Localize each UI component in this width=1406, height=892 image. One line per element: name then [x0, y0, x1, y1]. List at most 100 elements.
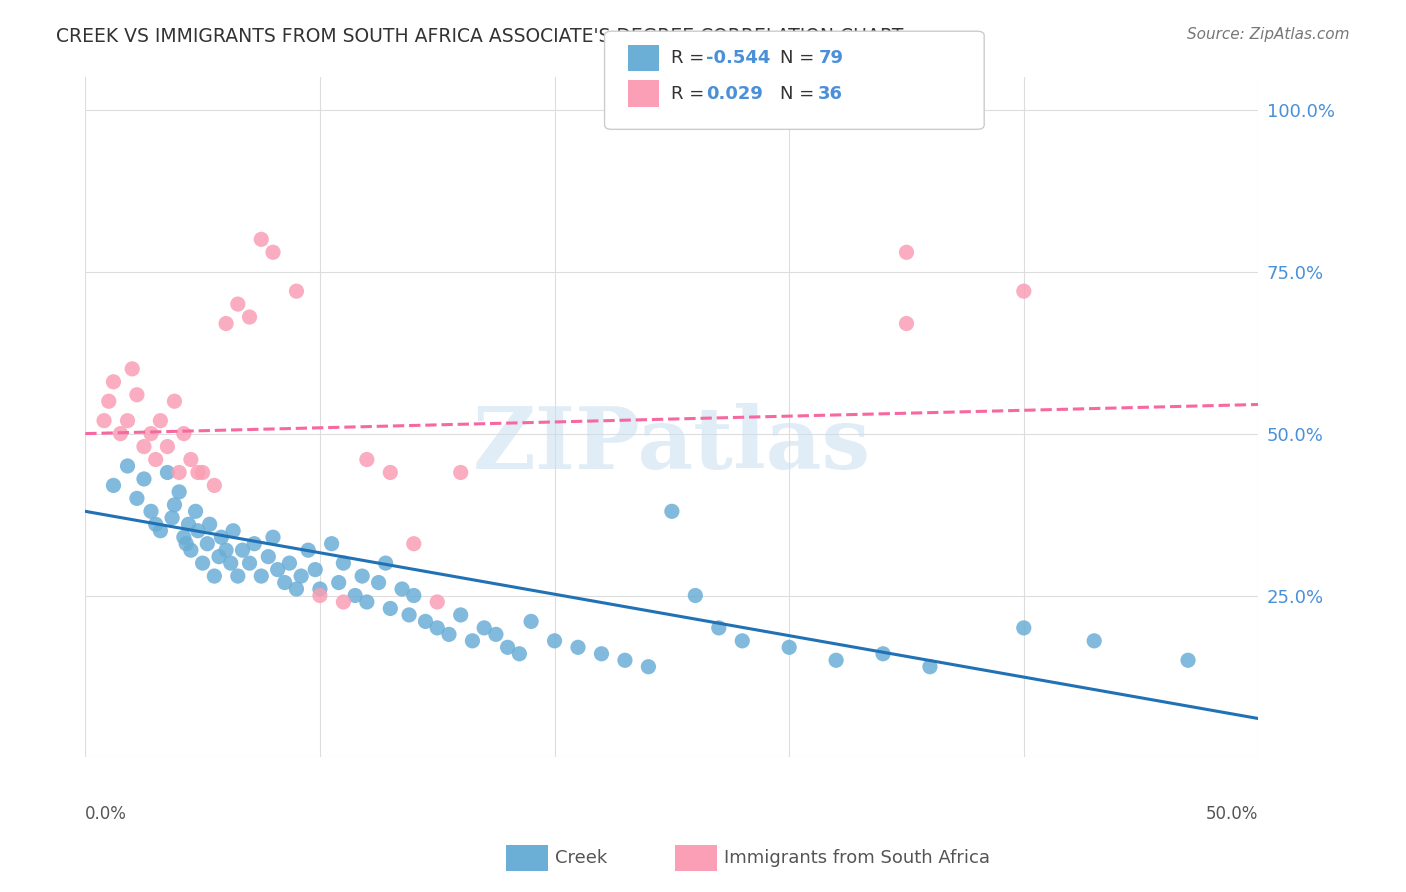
Point: [149, 414, 172, 428]
Point: [167, 484, 190, 499]
Point: [262, 530, 284, 544]
Point: [391, 582, 413, 596]
Point: [226, 297, 249, 311]
Point: [191, 466, 214, 480]
Point: [174, 537, 197, 551]
Text: 36: 36: [818, 85, 844, 103]
Point: [707, 621, 730, 635]
Point: [222, 524, 245, 538]
Point: [156, 440, 179, 454]
Point: [103, 478, 125, 492]
Point: [380, 601, 402, 615]
Point: [163, 394, 186, 409]
Point: [374, 556, 396, 570]
Point: [356, 452, 378, 467]
Point: [415, 615, 437, 629]
Point: [132, 440, 155, 454]
Point: [426, 595, 449, 609]
Point: [304, 563, 326, 577]
Point: [145, 452, 167, 467]
Point: [896, 245, 918, 260]
Point: [472, 621, 495, 635]
Text: Source: ZipAtlas.com: Source: ZipAtlas.com: [1187, 27, 1350, 42]
Point: [352, 569, 374, 583]
Point: [637, 659, 659, 673]
Point: [778, 640, 800, 655]
Text: Immigrants from South Africa: Immigrants from South Africa: [724, 849, 990, 867]
Point: [117, 414, 139, 428]
Point: [731, 633, 754, 648]
Text: Creek: Creek: [555, 849, 607, 867]
Point: [198, 517, 221, 532]
Point: [450, 466, 472, 480]
Point: [380, 466, 402, 480]
Point: [591, 647, 613, 661]
Point: [187, 524, 209, 538]
Point: [309, 589, 332, 603]
Point: [184, 504, 207, 518]
Point: [173, 426, 195, 441]
Point: [321, 537, 343, 551]
Point: [103, 375, 125, 389]
Text: -0.544: -0.544: [706, 49, 770, 67]
Point: [274, 575, 297, 590]
Point: [461, 633, 484, 648]
Point: [191, 556, 214, 570]
Point: [367, 575, 389, 590]
Point: [309, 582, 332, 596]
Point: [117, 458, 139, 473]
Point: [156, 466, 179, 480]
Point: [145, 517, 167, 532]
Point: [177, 517, 200, 532]
Point: [202, 478, 225, 492]
Point: [613, 653, 636, 667]
Text: R =: R =: [671, 49, 710, 67]
Point: [125, 388, 148, 402]
Point: [93, 414, 115, 428]
Point: [231, 543, 253, 558]
Point: [238, 310, 260, 324]
Point: [238, 556, 260, 570]
Point: [485, 627, 508, 641]
Point: [149, 524, 172, 538]
Point: [1012, 284, 1035, 298]
Point: [160, 510, 183, 524]
Text: N =: N =: [780, 49, 820, 67]
Point: [180, 452, 202, 467]
Point: [125, 491, 148, 506]
Point: [173, 530, 195, 544]
Text: CREEK VS IMMIGRANTS FROM SOUTH AFRICA ASSOCIATE'S DEGREE CORRELATION CHART: CREEK VS IMMIGRANTS FROM SOUTH AFRICA AS…: [56, 27, 904, 45]
Text: N =: N =: [780, 85, 820, 103]
Point: [398, 607, 420, 622]
Point: [896, 317, 918, 331]
Point: [208, 549, 231, 564]
Point: [437, 627, 460, 641]
Point: [139, 426, 162, 441]
Point: [278, 556, 301, 570]
Point: [285, 284, 308, 298]
Point: [1012, 621, 1035, 635]
Point: [262, 245, 284, 260]
Point: [121, 362, 143, 376]
Point: [508, 647, 530, 661]
Text: R =: R =: [671, 85, 710, 103]
Point: [167, 466, 190, 480]
Point: [344, 589, 367, 603]
Point: [195, 537, 218, 551]
Point: [450, 607, 472, 622]
Point: [110, 426, 132, 441]
Point: [267, 563, 290, 577]
Point: [290, 569, 312, 583]
Point: [285, 582, 308, 596]
Point: [1083, 633, 1105, 648]
Point: [250, 569, 273, 583]
Text: 79: 79: [818, 49, 844, 67]
Point: [332, 595, 354, 609]
Point: [402, 537, 425, 551]
Point: [226, 569, 249, 583]
Point: [685, 589, 707, 603]
Point: [520, 615, 543, 629]
Point: [139, 504, 162, 518]
Point: [97, 394, 120, 409]
Point: [257, 549, 280, 564]
